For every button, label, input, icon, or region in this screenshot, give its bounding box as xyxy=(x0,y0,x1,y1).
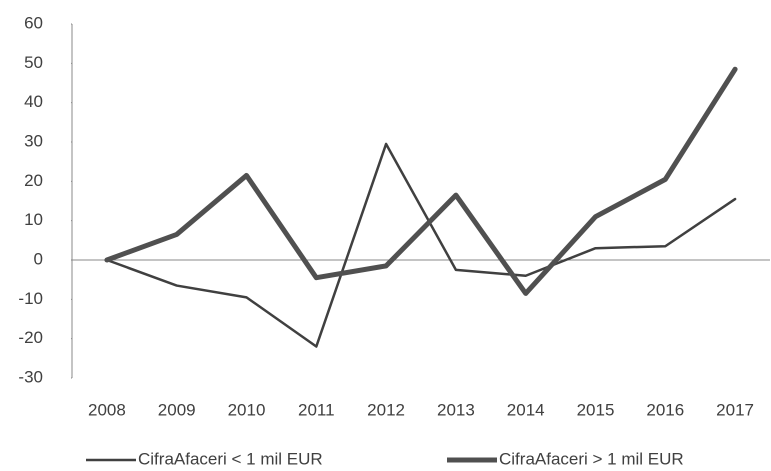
x-tick-label: 2008 xyxy=(88,400,126,419)
y-tick-label: 50 xyxy=(24,53,43,72)
y-tick-label: 60 xyxy=(24,13,43,32)
x-tick-label: 2017 xyxy=(716,400,754,419)
x-tick-label: 2010 xyxy=(228,400,266,419)
legend-label: CifraAfaceri < 1 mil EUR xyxy=(138,449,323,468)
y-tick-label: -30 xyxy=(18,367,43,386)
legend-label: CifraAfaceri > 1 mil EUR xyxy=(499,449,684,468)
y-tick-label: 10 xyxy=(24,210,43,229)
y-tick-label: -20 xyxy=(18,328,43,347)
y-tick-label: 0 xyxy=(34,249,43,268)
y-tick-label: 40 xyxy=(24,92,43,111)
x-tick-label: 2012 xyxy=(367,400,405,419)
series-line xyxy=(105,142,737,348)
x-tick-label: 2013 xyxy=(437,400,475,419)
x-tick-label: 2014 xyxy=(507,400,545,419)
y-tick-label: 20 xyxy=(24,171,43,190)
x-tick-label: 2016 xyxy=(646,400,684,419)
y-tick-label: 30 xyxy=(24,131,43,150)
y-tick-label: -10 xyxy=(18,289,43,308)
x-tick-label: 2015 xyxy=(577,400,615,419)
series-line xyxy=(104,66,738,296)
x-tick-label: 2011 xyxy=(298,400,335,419)
x-tick-label: 2009 xyxy=(158,400,196,419)
